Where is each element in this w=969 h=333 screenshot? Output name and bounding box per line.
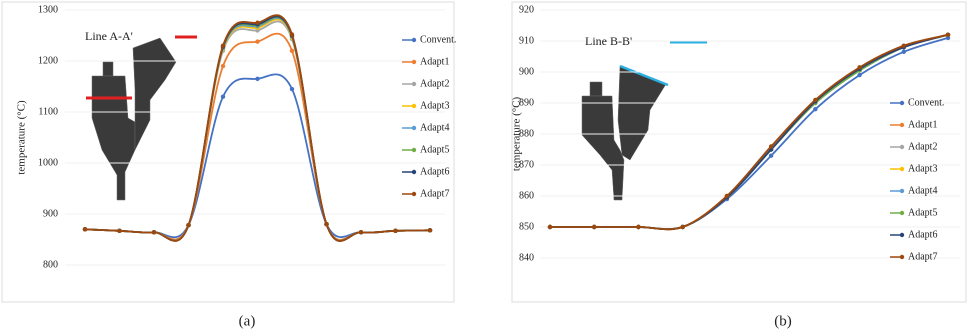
point [902, 50, 906, 54]
figure: 800 900 1000 1100 1200 1300 temperature (°C) Li… [0, 0, 969, 333]
point [117, 229, 121, 233]
point [324, 222, 328, 226]
point [857, 73, 861, 77]
point [857, 65, 861, 69]
legend-marker [412, 82, 416, 86]
y-tick-label: 900 [43, 208, 58, 219]
y-tick-label: 840 [519, 252, 534, 263]
point [946, 33, 950, 37]
legend-marker [900, 101, 904, 105]
legend-label: Adapt3 [908, 163, 937, 174]
legend-label: Adapt7 [420, 188, 449, 199]
legend-label: Adapt2 [420, 78, 449, 89]
annotation: Line B-B' [585, 34, 632, 48]
legend-label: Adapt1 [420, 56, 449, 67]
y-tick-label: 1300 [38, 4, 58, 15]
mesh-b [582, 66, 666, 200]
point [769, 144, 773, 148]
legend-marker [900, 145, 904, 149]
point [592, 225, 596, 229]
point [152, 230, 156, 234]
page: {"chart_data": [ {"type": "line", "annot… [0, 0, 969, 333]
y-tick-label: 910 [519, 35, 534, 46]
legend-marker [412, 192, 416, 196]
mesh-a [92, 38, 176, 200]
point [221, 64, 225, 68]
point [813, 98, 817, 102]
caption: (a) [239, 313, 256, 329]
point [725, 194, 729, 198]
y-tick-label: 1000 [38, 157, 58, 168]
legend-marker [900, 255, 904, 259]
point [290, 49, 294, 53]
legend-marker [900, 123, 904, 127]
legend-label: Adapt7 [908, 251, 937, 262]
point [255, 21, 259, 25]
legend-marker [412, 60, 416, 64]
legend-label: Adapt6 [908, 229, 937, 240]
point [636, 225, 640, 229]
point [221, 44, 225, 48]
point [255, 77, 259, 81]
point [186, 223, 190, 227]
legend-marker [412, 126, 416, 130]
y-tick-label: 850 [519, 221, 534, 232]
point [428, 228, 432, 232]
legend-marker [900, 211, 904, 215]
point [255, 39, 259, 43]
legend-marker [900, 189, 904, 193]
y-tick-label: 1200 [38, 55, 58, 66]
legend-label: Adapt1 [908, 119, 937, 130]
legend-label: Convent. [908, 97, 944, 108]
point [813, 107, 817, 111]
point [769, 154, 773, 158]
legend-marker [412, 148, 416, 152]
point [393, 229, 397, 233]
annotation: Line A-A' [85, 29, 133, 43]
y-tick-label: 920 [519, 4, 534, 15]
point [221, 95, 225, 99]
point [290, 87, 294, 91]
point [359, 230, 363, 234]
y-tick-label: 800 [43, 259, 58, 270]
legend-marker [412, 170, 416, 174]
y-axis-label: temperature (°C) [16, 100, 28, 175]
panel-frame [2, 2, 454, 302]
point [290, 32, 294, 36]
legend-label: Adapt4 [420, 122, 449, 133]
legend-label: Convent. [420, 34, 456, 45]
y-tick-label: 1100 [38, 106, 58, 117]
point [902, 43, 906, 47]
legend-marker [900, 167, 904, 171]
caption: (b) [774, 313, 792, 329]
y-axis-label: temperature (°C) [511, 96, 523, 171]
legend-label: Adapt4 [908, 185, 937, 196]
legend-marker [412, 38, 416, 42]
legend-label: Adapt2 [908, 141, 937, 152]
legend-marker [412, 104, 416, 108]
legend-label: Adapt5 [420, 144, 449, 155]
point [680, 225, 684, 229]
y-tick-label: 860 [519, 190, 534, 201]
legend-label: Adapt5 [908, 207, 937, 218]
legend-marker [900, 233, 904, 237]
point [83, 227, 87, 231]
legend-label: Adapt3 [420, 100, 449, 111]
legend-label: Adapt6 [420, 166, 449, 177]
point [548, 225, 552, 229]
y-tick-label: 900 [519, 66, 534, 77]
